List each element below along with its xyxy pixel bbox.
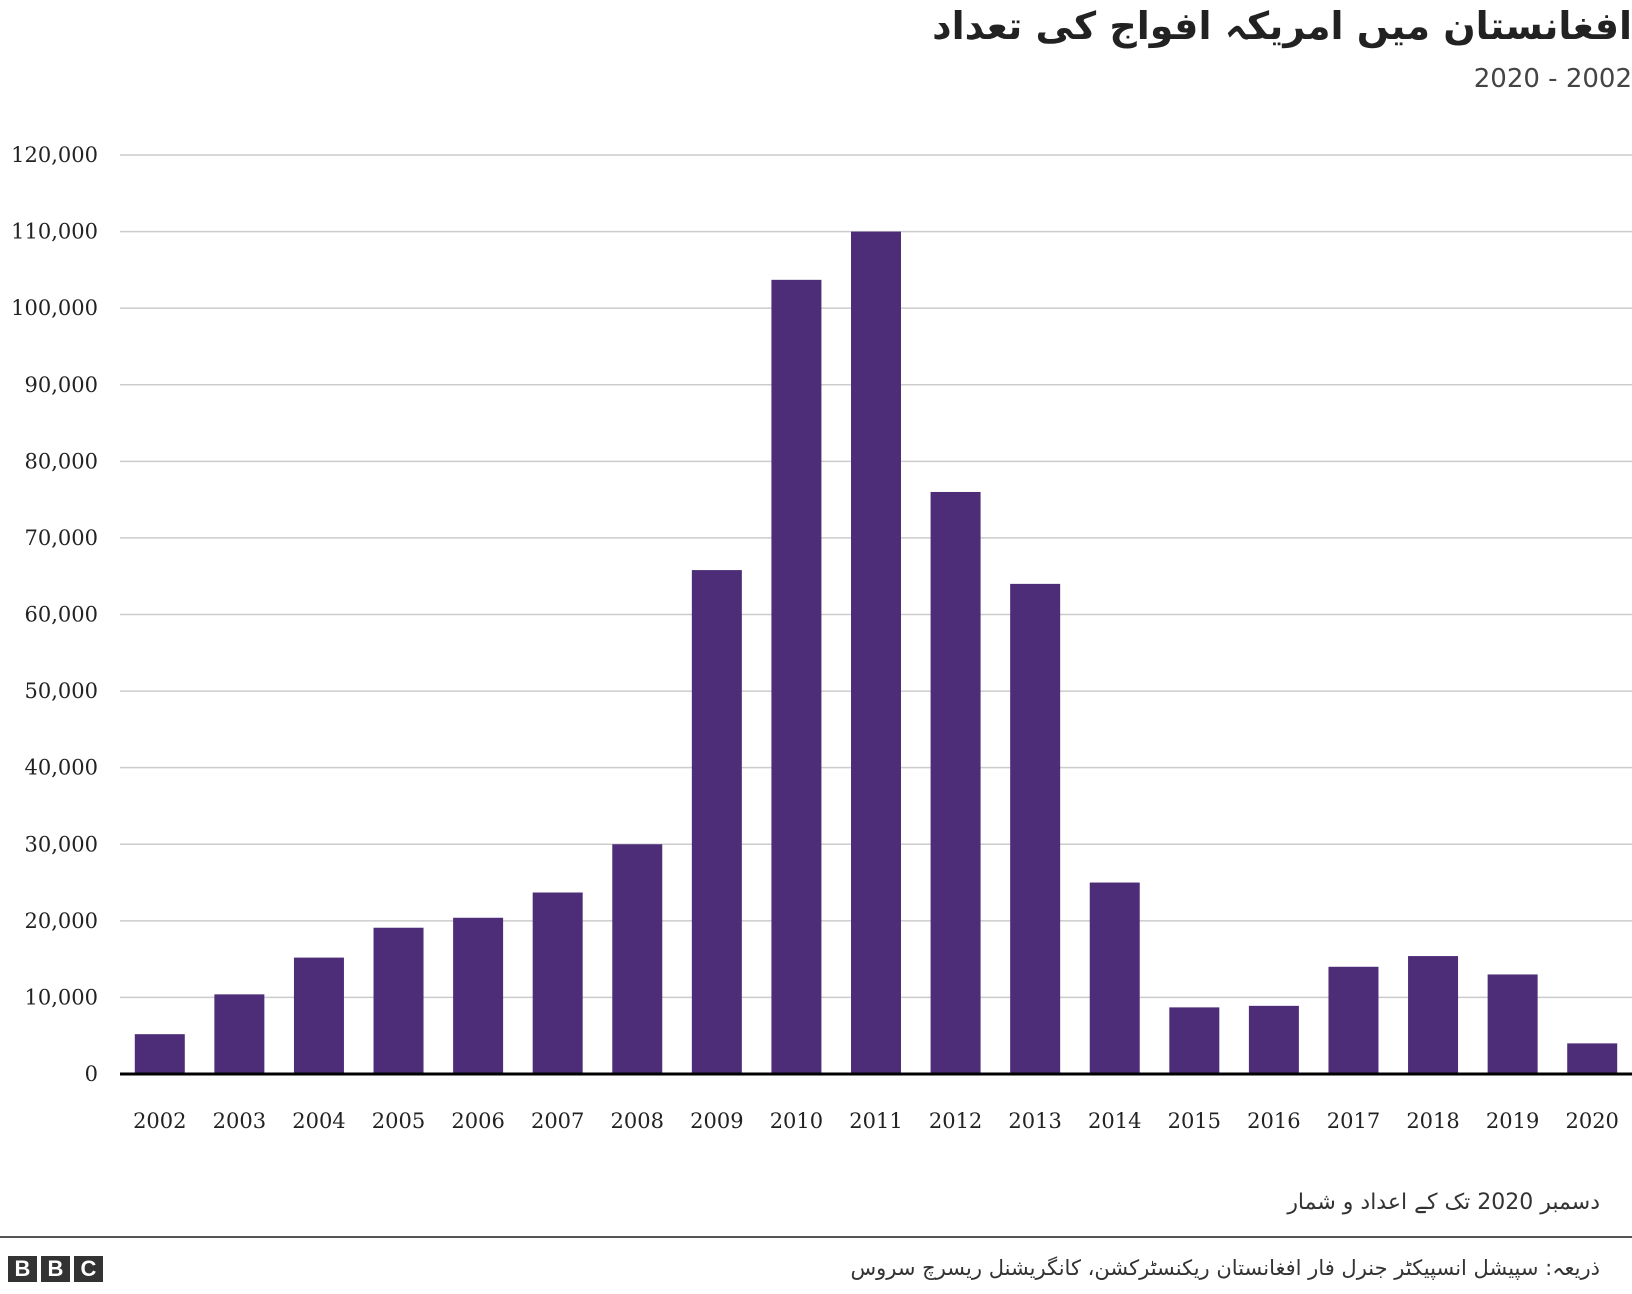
bar-2003 [214, 994, 265, 1074]
bar-2014 [1089, 882, 1140, 1074]
x-tick-label: 2008 [611, 1109, 664, 1133]
bar-2005 [373, 927, 424, 1074]
chart-title: افغانستان میں امریکہ افواج کی تعداد [932, 4, 1632, 48]
x-tick-label: 2015 [1168, 1109, 1221, 1133]
bar-2004 [293, 957, 344, 1074]
y-tick-label: 40,000 [25, 756, 98, 780]
bar-2017 [1328, 966, 1379, 1074]
y-tick-label: 20,000 [25, 909, 98, 933]
x-tick-label: 2003 [213, 1109, 266, 1133]
y-tick-label: 80,000 [25, 449, 98, 473]
footer-divider [0, 1236, 1632, 1238]
bar-2018 [1408, 956, 1459, 1074]
x-tick-label: 2014 [1088, 1109, 1141, 1133]
y-tick-label: 70,000 [25, 526, 98, 550]
logo-letter-b2: B [41, 1256, 70, 1282]
data-note: دسمبر 2020 تک کے اعداد و شمار [1287, 1190, 1600, 1215]
bar-chart: 0 10,000 20,000 30,000 40,000 50,000 60,000 70,… [11, 143, 1632, 1133]
x-tick-label: 2009 [690, 1109, 743, 1133]
x-tick-label: 2011 [849, 1109, 902, 1133]
bar-2016 [1248, 1005, 1299, 1074]
y-tick-label: 60,000 [25, 603, 98, 627]
bbc-logo: B B C [8, 1256, 103, 1282]
x-tick-label: 2013 [1008, 1109, 1061, 1133]
logo-letter-c: C [74, 1256, 103, 1282]
bar-2006 [453, 917, 504, 1074]
bar-2013 [1010, 583, 1061, 1074]
x-tick-label: 2002 [133, 1109, 186, 1133]
bar-2008 [612, 844, 663, 1074]
bar-2002 [134, 1034, 185, 1074]
y-tick-label: 100,000 [11, 296, 98, 320]
bar-2012 [930, 491, 981, 1074]
y-tick-label: 10,000 [25, 985, 98, 1009]
source-text: ذریعہ: سپیشل انسپیکٹر جنرل فار افغانستان… [850, 1256, 1600, 1280]
x-tick-label: 2005 [372, 1109, 425, 1133]
x-tick-label: 2016 [1247, 1109, 1300, 1133]
y-tick-label: 120,000 [11, 143, 98, 167]
x-tick-label: 2010 [770, 1109, 823, 1133]
x-tick-label: 2006 [451, 1109, 504, 1133]
x-tick-label: 2012 [929, 1109, 982, 1133]
x-tick-label: 2018 [1406, 1109, 1459, 1133]
x-tick-label: 2017 [1327, 1109, 1380, 1133]
bar-2019 [1487, 974, 1538, 1074]
x-tick-label: 2004 [292, 1109, 345, 1133]
y-tick-label: 30,000 [25, 832, 98, 856]
bar-2007 [532, 892, 583, 1074]
x-tick-label: 2007 [531, 1109, 584, 1133]
bar-2009 [691, 570, 742, 1074]
bar-2011 [851, 231, 901, 1075]
bar-2015 [1169, 1007, 1220, 1074]
chart-subtitle: 2020 - 2002 [1473, 64, 1632, 94]
logo-letter-b1: B [8, 1256, 37, 1282]
y-tick-label: 90,000 [25, 373, 98, 397]
x-tick-label: 2020 [1565, 1109, 1618, 1133]
x-tick-label: 2019 [1486, 1109, 1539, 1133]
y-tick-label: 50,000 [25, 679, 98, 703]
bar-2010 [771, 279, 822, 1075]
y-tick-label: 0 [85, 1062, 98, 1086]
bar-2020 [1567, 1043, 1618, 1074]
y-tick-label: 110,000 [11, 220, 98, 244]
